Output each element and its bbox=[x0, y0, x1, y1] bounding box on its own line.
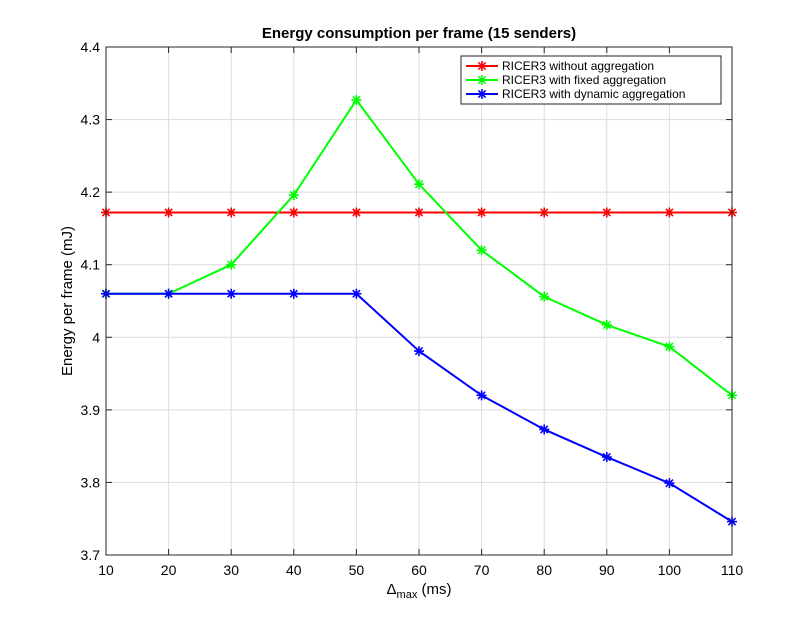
data-point bbox=[476, 390, 487, 401]
legend-entry: RICER3 with dynamic aggregation bbox=[466, 87, 685, 101]
data-point bbox=[226, 259, 237, 270]
data-point bbox=[351, 94, 362, 105]
data-point bbox=[226, 288, 237, 299]
y-tick-label: 4.3 bbox=[81, 112, 101, 128]
chart-title: Energy consumption per frame (15 senders… bbox=[262, 25, 576, 42]
ticks: 10 20 30 40 50 60 70 80 90 100 110 3.7 3.8 3.9 4 4.1 4.2… bbox=[81, 39, 744, 578]
data-point bbox=[601, 319, 612, 330]
data-point bbox=[539, 291, 550, 302]
data-point bbox=[476, 207, 487, 218]
data-point bbox=[163, 288, 174, 299]
data-point bbox=[664, 341, 675, 352]
data-point bbox=[601, 207, 612, 218]
y-tick-label: 3.8 bbox=[81, 474, 101, 490]
x-tick-label: 110 bbox=[721, 562, 744, 578]
y-axis-label: Energy per frame (mJ) bbox=[59, 226, 76, 376]
data-point bbox=[476, 245, 487, 256]
data-point bbox=[539, 424, 550, 435]
y-tick-label: 4.2 bbox=[81, 184, 101, 200]
data-point bbox=[288, 288, 299, 299]
legend-label: RICER3 without aggregation bbox=[502, 59, 654, 73]
x-axis-label: Δmax (ms) bbox=[387, 581, 452, 601]
data-point bbox=[601, 452, 612, 463]
legend-label: RICER3 with dynamic aggregation bbox=[502, 87, 685, 101]
data-point bbox=[288, 190, 299, 201]
y-tick-label: 3.7 bbox=[81, 547, 101, 563]
x-tick-label: 90 bbox=[599, 562, 615, 578]
x-axis-label-unit: (ms) bbox=[417, 581, 451, 598]
legend-entry: RICER3 with fixed aggregation bbox=[466, 73, 666, 87]
x-axis-label-subscript: max bbox=[397, 589, 418, 601]
legend-swatch-marker bbox=[477, 89, 487, 99]
data-point bbox=[414, 207, 424, 218]
data-point bbox=[163, 207, 174, 218]
x-tick-label: 60 bbox=[411, 562, 427, 578]
x-tick-label: 10 bbox=[98, 562, 114, 578]
data-point bbox=[226, 207, 237, 218]
x-tick-label: 50 bbox=[349, 562, 365, 578]
x-tick-label: 100 bbox=[658, 562, 682, 578]
x-tick-label: 30 bbox=[223, 562, 239, 578]
y-tick-label: 4 bbox=[92, 329, 100, 345]
x-tick-label: 40 bbox=[286, 562, 302, 578]
data-point bbox=[288, 207, 299, 218]
series-1 bbox=[101, 207, 737, 218]
x-tick-label: 20 bbox=[161, 562, 177, 578]
data-point bbox=[351, 207, 362, 218]
data-point bbox=[664, 207, 675, 218]
y-tick-label: 3.9 bbox=[81, 402, 101, 418]
data-point bbox=[664, 478, 675, 489]
x-tick-label: 80 bbox=[536, 562, 552, 578]
data-point bbox=[539, 207, 550, 218]
x-axis-label-main: Δ bbox=[387, 581, 397, 598]
legend-swatch-marker bbox=[477, 61, 487, 71]
data-point bbox=[414, 179, 424, 190]
x-tick-label: 70 bbox=[474, 562, 490, 578]
y-tick-label: 4.1 bbox=[81, 257, 101, 273]
legend-swatch-marker bbox=[477, 75, 487, 85]
legend-box bbox=[460, 55, 722, 105]
data-point bbox=[351, 288, 362, 299]
data-point bbox=[414, 346, 424, 357]
y-tick-label: 4.4 bbox=[81, 39, 101, 55]
legend-label: RICER3 with fixed aggregation bbox=[502, 73, 666, 87]
legend-entry: RICER3 without aggregation bbox=[466, 59, 654, 73]
